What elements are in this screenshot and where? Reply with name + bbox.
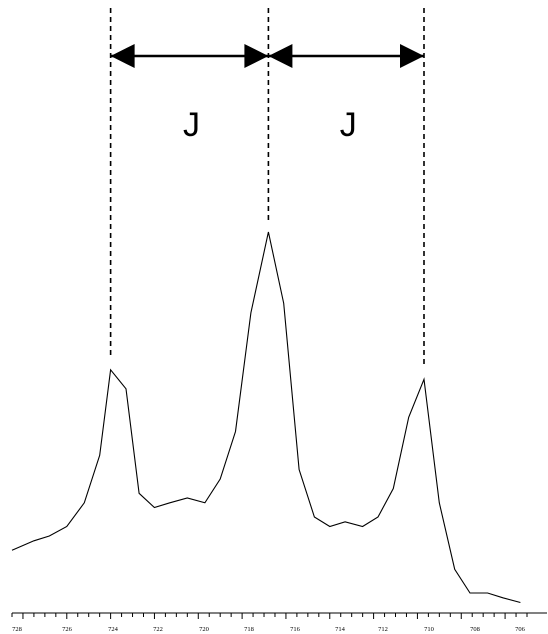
arrowhead-left (110, 44, 135, 68)
x-tick-label: 728 (12, 626, 22, 633)
arrowhead-left (268, 44, 293, 68)
spectrum-line-0 (11, 231, 521, 604)
x-tick-label: 706 (515, 626, 526, 633)
x-tick-label: 712 (378, 626, 388, 633)
x-tick-label: 716 (290, 626, 301, 633)
x-tick-label: 710 (424, 626, 434, 633)
x-tick-label: 718 (244, 626, 254, 633)
coupling-label: J (340, 106, 357, 144)
coupling-label: J (183, 106, 200, 144)
x-tick-label: 724 (108, 626, 119, 633)
x-tick-label: 720 (199, 626, 209, 633)
x-tick-label: 722 (153, 626, 163, 633)
plot-area (11, 231, 521, 604)
x-tick-label: 726 (62, 626, 73, 633)
x-axis: 728 726 724 722 720 718 716 714 712 710 708 706 (11, 612, 547, 633)
x-tick-label: 708 (470, 626, 480, 633)
arrowhead-right (400, 44, 424, 68)
x-tick-label: 714 (335, 626, 346, 633)
arrowhead-right (244, 44, 269, 68)
